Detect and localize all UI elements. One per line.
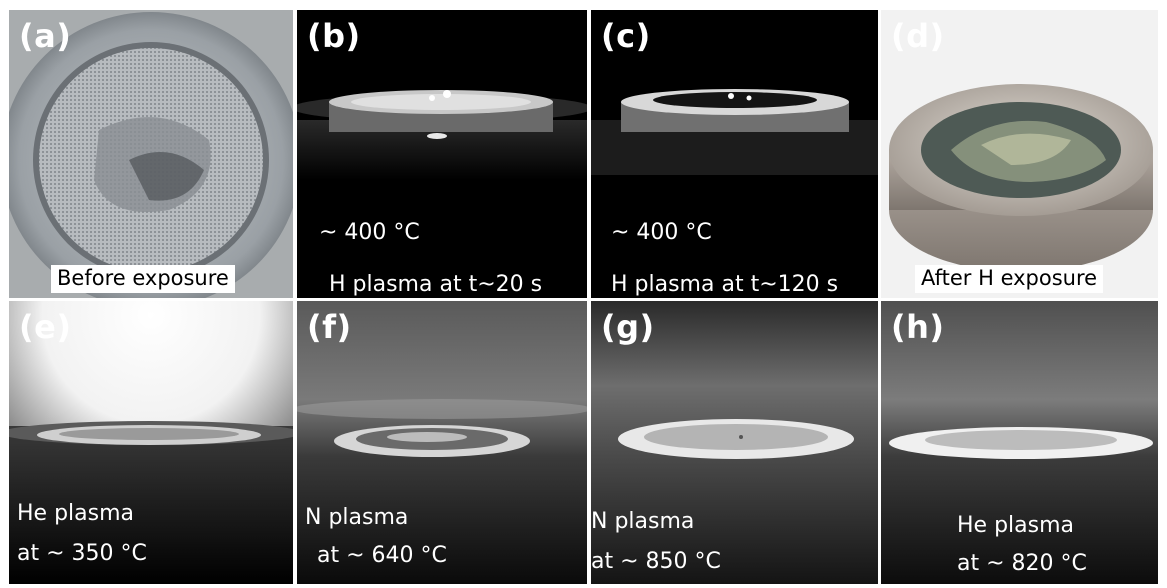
caption: at ~ 850 °C xyxy=(591,549,721,574)
caption: at ~ 350 °C xyxy=(17,541,147,566)
panel-h: (h) He plasma at ~ 820 °C xyxy=(881,301,1158,584)
panel-label: (f) xyxy=(307,308,352,346)
caption: He plasma xyxy=(17,501,135,526)
panel-label: (g) xyxy=(601,308,655,346)
caption: N plasma xyxy=(305,505,409,530)
caption: ~ 400 °C xyxy=(319,220,420,245)
caption: H plasma at t~20 s xyxy=(329,272,543,297)
caption: He plasma xyxy=(957,513,1075,538)
caption: ~ 400 °C xyxy=(611,220,712,245)
caption: N plasma xyxy=(591,509,695,534)
panel-g: (g) N plasma at ~ 850 °C xyxy=(591,301,878,584)
panel-a: (a) Before exposure xyxy=(9,10,293,298)
n-plasma-640c-photo xyxy=(297,301,587,584)
n-plasma-850c-photo xyxy=(591,301,878,584)
h-plasma-20s-photo xyxy=(297,10,587,298)
panel-label: (a) xyxy=(19,17,72,55)
sample-after-h-exposure-photo xyxy=(881,10,1158,298)
caption: at ~ 640 °C xyxy=(317,543,447,568)
caption: After H exposure xyxy=(915,265,1104,293)
panel-label: (h) xyxy=(891,308,945,346)
he-plasma-820c-photo xyxy=(881,301,1158,584)
caption: at ~ 820 °C xyxy=(957,551,1087,576)
h-plasma-120s-photo xyxy=(591,10,878,298)
panel-f: (f) N plasma at ~ 640 °C xyxy=(297,301,587,584)
panel-label: (e) xyxy=(19,308,72,346)
panel-e: (e) He plasma at ~ 350 °C xyxy=(9,301,293,584)
panel-c: (c) ~ 400 °C H plasma at t~120 s xyxy=(591,10,878,298)
caption: H plasma at t~120 s xyxy=(611,272,839,297)
caption: Before exposure xyxy=(51,265,235,293)
sample-before-exposure-photo xyxy=(9,10,293,298)
panel-label: (b) xyxy=(307,17,361,55)
panel-label: (d) xyxy=(891,17,945,55)
panel-label: (c) xyxy=(601,17,651,55)
panel-b: (b) ~ 400 °C H plasma at t~20 s xyxy=(297,10,587,298)
he-plasma-350c-photo xyxy=(9,301,293,584)
panel-d: (d) After H exposure xyxy=(881,10,1158,298)
